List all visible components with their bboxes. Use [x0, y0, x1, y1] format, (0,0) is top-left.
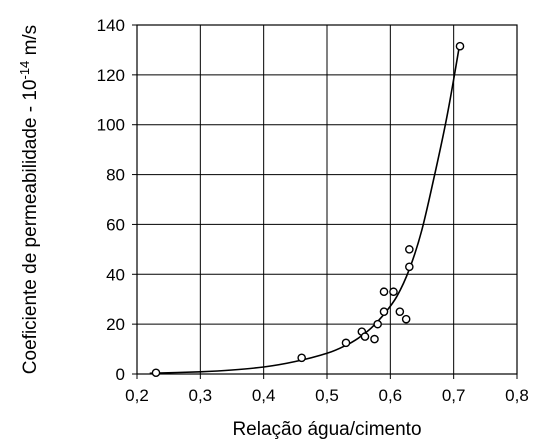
data-point	[379, 307, 389, 316]
data-point	[360, 332, 370, 341]
y-tick-label: 80	[106, 166, 125, 185]
y-axis-label: Coeficiente de permeabilidade - 10-14 m/…	[17, 25, 42, 374]
y-axis-label-main: Coeficiente de permeabilidade - 10	[20, 80, 41, 375]
x-tick-label: 0,6	[379, 386, 403, 405]
data-point	[395, 307, 405, 316]
x-tick-label: 0,7	[442, 386, 466, 405]
y-tick-label: 0	[116, 365, 125, 384]
y-tick-label: 100	[97, 116, 125, 135]
data-point	[389, 287, 398, 297]
y-axis-ticks: 0 20 40 60 80 100 120 140	[97, 16, 137, 384]
data-point	[373, 319, 382, 329]
data-point	[405, 245, 414, 254]
grid-lines	[136, 24, 518, 375]
data-point	[341, 338, 351, 348]
data-point	[455, 41, 465, 51]
y-tick-label: 40	[106, 265, 125, 284]
y-axis-label-unit: m/s	[20, 25, 41, 61]
data-point	[401, 314, 411, 324]
data-point	[370, 334, 379, 344]
y-tick-label: 20	[106, 315, 125, 334]
data-point	[405, 262, 414, 272]
data-point	[297, 353, 306, 363]
x-tick-label: 0,5	[315, 386, 339, 405]
x-axis-label: Relação água/cimento	[232, 419, 421, 440]
y-tick-label: 120	[97, 66, 125, 85]
y-tick-label: 60	[106, 215, 125, 234]
y-axis-label-exponent: -14	[17, 61, 32, 80]
data-points	[151, 41, 465, 378]
data-point	[379, 287, 389, 297]
x-tick-label: 0,8	[505, 386, 529, 405]
y-tick-label: 140	[97, 16, 125, 35]
data-point	[151, 368, 161, 378]
x-tick-label: 0,2	[125, 386, 149, 405]
x-tick-label: 0,3	[189, 386, 213, 405]
x-tick-label: 0,4	[252, 386, 276, 405]
x-axis-ticks: 0,2 0,3 0,4 0,5 0,6 0,7 0,8	[125, 374, 529, 405]
